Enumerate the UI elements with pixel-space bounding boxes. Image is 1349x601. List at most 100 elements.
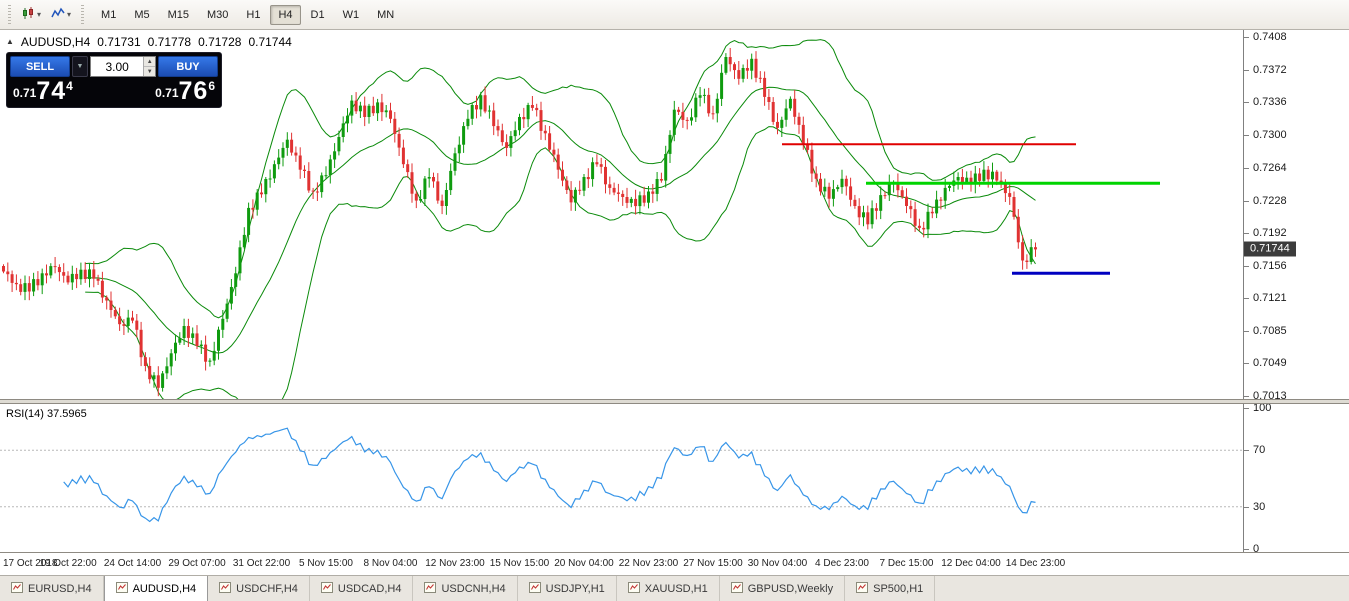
chart-type-button[interactable]: ▾ — [17, 4, 45, 26]
bid-big-digits: 74 — [36, 77, 67, 105]
bid-price-display: 0.71 74 4 — [13, 77, 73, 105]
lot-size-stepper: ▲ ▼ — [143, 57, 155, 76]
buy-button[interactable]: BUY — [158, 56, 218, 77]
timeframe-toolbar: M1 M5 M15 M30 H1 H4 D1 W1 MN — [92, 4, 403, 25]
toolbar-grip[interactable] — [81, 4, 85, 25]
time-axis-label: 22 Nov 23:00 — [618, 558, 679, 569]
lot-decrease-button[interactable]: ▼ — [144, 67, 155, 76]
price-scale-label: 0.7121 — [1244, 292, 1287, 304]
rsi-indicator-label: RSI(14) 37.5965 — [6, 408, 87, 420]
timeframe-mn-button[interactable]: MN — [369, 5, 402, 25]
time-axis-label: 15 Nov 15:00 — [489, 558, 550, 569]
chart-tab-usdcnh-h4[interactable]: USDCNH,H4 — [413, 576, 518, 601]
chart-tab-label: USDCNH,H4 — [441, 582, 506, 595]
mini-chart-icon — [627, 581, 640, 596]
chevron-down-icon: ▾ — [67, 9, 72, 19]
bar-high-value: 0.71778 — [147, 35, 192, 49]
price-scale-label: 0.7300 — [1244, 129, 1287, 141]
timeframe-m5-button[interactable]: M5 — [126, 5, 157, 25]
chart-tab-label: USDJPY,H1 — [545, 582, 605, 595]
time-axis-label: 20 Nov 04:00 — [554, 558, 614, 569]
price-scale-label: 0.7049 — [1244, 357, 1287, 369]
bid-prefix: 0.71 — [13, 86, 37, 100]
bid-pipette: 4 — [66, 79, 73, 93]
time-axis-label: 31 Oct 22:00 — [232, 558, 291, 569]
chart-tab-audusd-h4[interactable]: AUDUSD,H4 — [103, 576, 209, 601]
price-scale-label: 0.7228 — [1244, 195, 1287, 207]
chart-tab-usdcad-h4[interactable]: USDCAD,H4 — [310, 576, 414, 601]
time-axis[interactable]: 17 Oct 2018 19 Oct 22:00 24 Oct 14:00 29 Oc… — [0, 552, 1349, 575]
timeframe-h1-button[interactable]: H1 — [238, 5, 268, 25]
timeframe-m30-button[interactable]: M30 — [199, 5, 236, 25]
price-scale-label: 0.7192 — [1244, 227, 1287, 239]
time-axis-label: 17 Oct 2018 — [3, 558, 58, 569]
time-axis-label: 27 Nov 15:00 — [683, 558, 743, 569]
timeframe-m1-button[interactable]: M1 — [93, 5, 124, 25]
chart-tab-usdchf-h4[interactable]: USDCHF,H4 — [208, 576, 310, 601]
time-axis-label: 24 Oct 14:00 — [103, 558, 162, 569]
timeframe-h4-button[interactable]: H4 — [270, 4, 301, 25]
rsi-scale-label: 70 — [1244, 444, 1265, 456]
ask-prefix: 0.71 — [155, 86, 179, 100]
bar-low-value: 0.71728 — [198, 35, 242, 49]
ask-pipette: 6 — [208, 79, 215, 93]
chart-tabs-bar: EURUSD,H4 AUDUSD,H4 USDCHF,H4 USDCAD,H4 USDC… — [0, 575, 1349, 601]
timeframe-d1-button[interactable]: D1 — [303, 5, 333, 25]
time-axis-label: 29 Oct 07:00 — [168, 558, 226, 569]
chart-tab-gbpusd-weekly[interactable]: GBPUSD,Weekly — [720, 576, 846, 601]
indicators-button[interactable]: ▾ — [47, 4, 75, 26]
chart-tab-xauusd-h1[interactable]: XAUUSD,H1 — [617, 576, 720, 601]
chart-tab-label: AUDUSD,H4 — [132, 582, 197, 595]
chart-tab-label: SP500,H1 — [873, 582, 924, 595]
order-type-dropdown[interactable]: ▼ — [72, 56, 88, 77]
price-scale-label: 0.7408 — [1244, 31, 1287, 43]
chart-tab-eurusd-h4[interactable]: EURUSD,H4 — [0, 576, 104, 601]
price-scale-label: 0.7085 — [1244, 325, 1287, 337]
rsi-scale-label: 30 — [1244, 501, 1265, 513]
chart-tab-usdjpy-h1[interactable]: USDJPY,H1 — [518, 576, 617, 601]
price-scale-label: 0.7336 — [1244, 96, 1287, 108]
chart-tab-label: USDCHF,H4 — [236, 582, 298, 595]
timeframe-m15-button[interactable]: M15 — [160, 5, 197, 25]
price-scale-label: 0.7264 — [1244, 162, 1287, 174]
timeframe-w1-button[interactable]: W1 — [335, 5, 368, 25]
lot-increase-button[interactable]: ▲ — [144, 57, 155, 67]
ask-big-digits: 76 — [178, 77, 209, 105]
chart-tab-label: EURUSD,H4 — [28, 582, 92, 595]
bar-open-value: 0.71731 — [97, 35, 141, 49]
rsi-scale-label: 0 — [1244, 543, 1259, 555]
time-axis-label: 4 Dec 23:00 — [815, 558, 869, 569]
toolbar-grip[interactable] — [8, 4, 11, 25]
chart-tab-label: XAUUSD,H1 — [644, 582, 708, 595]
bar-close-value: 0.71744 — [248, 35, 292, 49]
chevron-down-icon: ▾ — [37, 9, 42, 19]
time-axis-label: 5 Nov 15:00 — [299, 558, 353, 569]
rsi-chart-canvas[interactable] — [0, 404, 1243, 552]
time-axis-label: 12 Nov 23:00 — [425, 558, 485, 569]
time-axis-label: 7 Dec 15:00 — [879, 558, 934, 569]
time-axis-label: 8 Nov 04:00 — [363, 558, 418, 569]
rsi-scale-label: 100 — [1244, 402, 1271, 414]
price-scale-label: 0.7156 — [1244, 260, 1287, 272]
price-chart-canvas[interactable] — [0, 30, 1243, 399]
pane-divider[interactable] — [0, 399, 1349, 404]
price-scale[interactable]: 0.7408 0.7372 0.7336 0.7300 0.7264 0.7228 0.71… — [1243, 30, 1349, 555]
mini-chart-icon — [730, 581, 743, 596]
trade-panel-toggle-icon[interactable]: ▲ — [6, 37, 14, 46]
chart-symbol-label: AUDUSD,H4 — [20, 35, 91, 49]
chart-tab-sp500-h1[interactable]: SP500,H1 — [845, 576, 936, 601]
time-axis-label: 30 Nov 04:00 — [747, 558, 808, 569]
sell-button[interactable]: SELL — [10, 56, 70, 77]
lot-size-input[interactable] — [91, 57, 144, 76]
mini-chart-icon — [320, 581, 333, 596]
chart-title: ▲ AUDUSD,H4 0.71731 0.71778 0.71728 0.71… — [6, 35, 292, 49]
mini-chart-icon — [424, 581, 437, 596]
rsi-indicator-pane: RSI(14) 37.5965 — [0, 404, 1243, 552]
lot-size-field: ▲ ▼ — [90, 56, 156, 77]
time-axis-label: 12 Dec 04:00 — [941, 558, 1001, 569]
ask-price-display: 0.71 76 6 — [155, 77, 215, 105]
toolbar: ▾ ▾ M1 M5 M15 M30 H1 H4 D1 W1 MN — [0, 0, 1349, 30]
time-axis-label: 14 Dec 23:00 — [1005, 558, 1066, 569]
mini-chart-icon — [11, 581, 23, 596]
